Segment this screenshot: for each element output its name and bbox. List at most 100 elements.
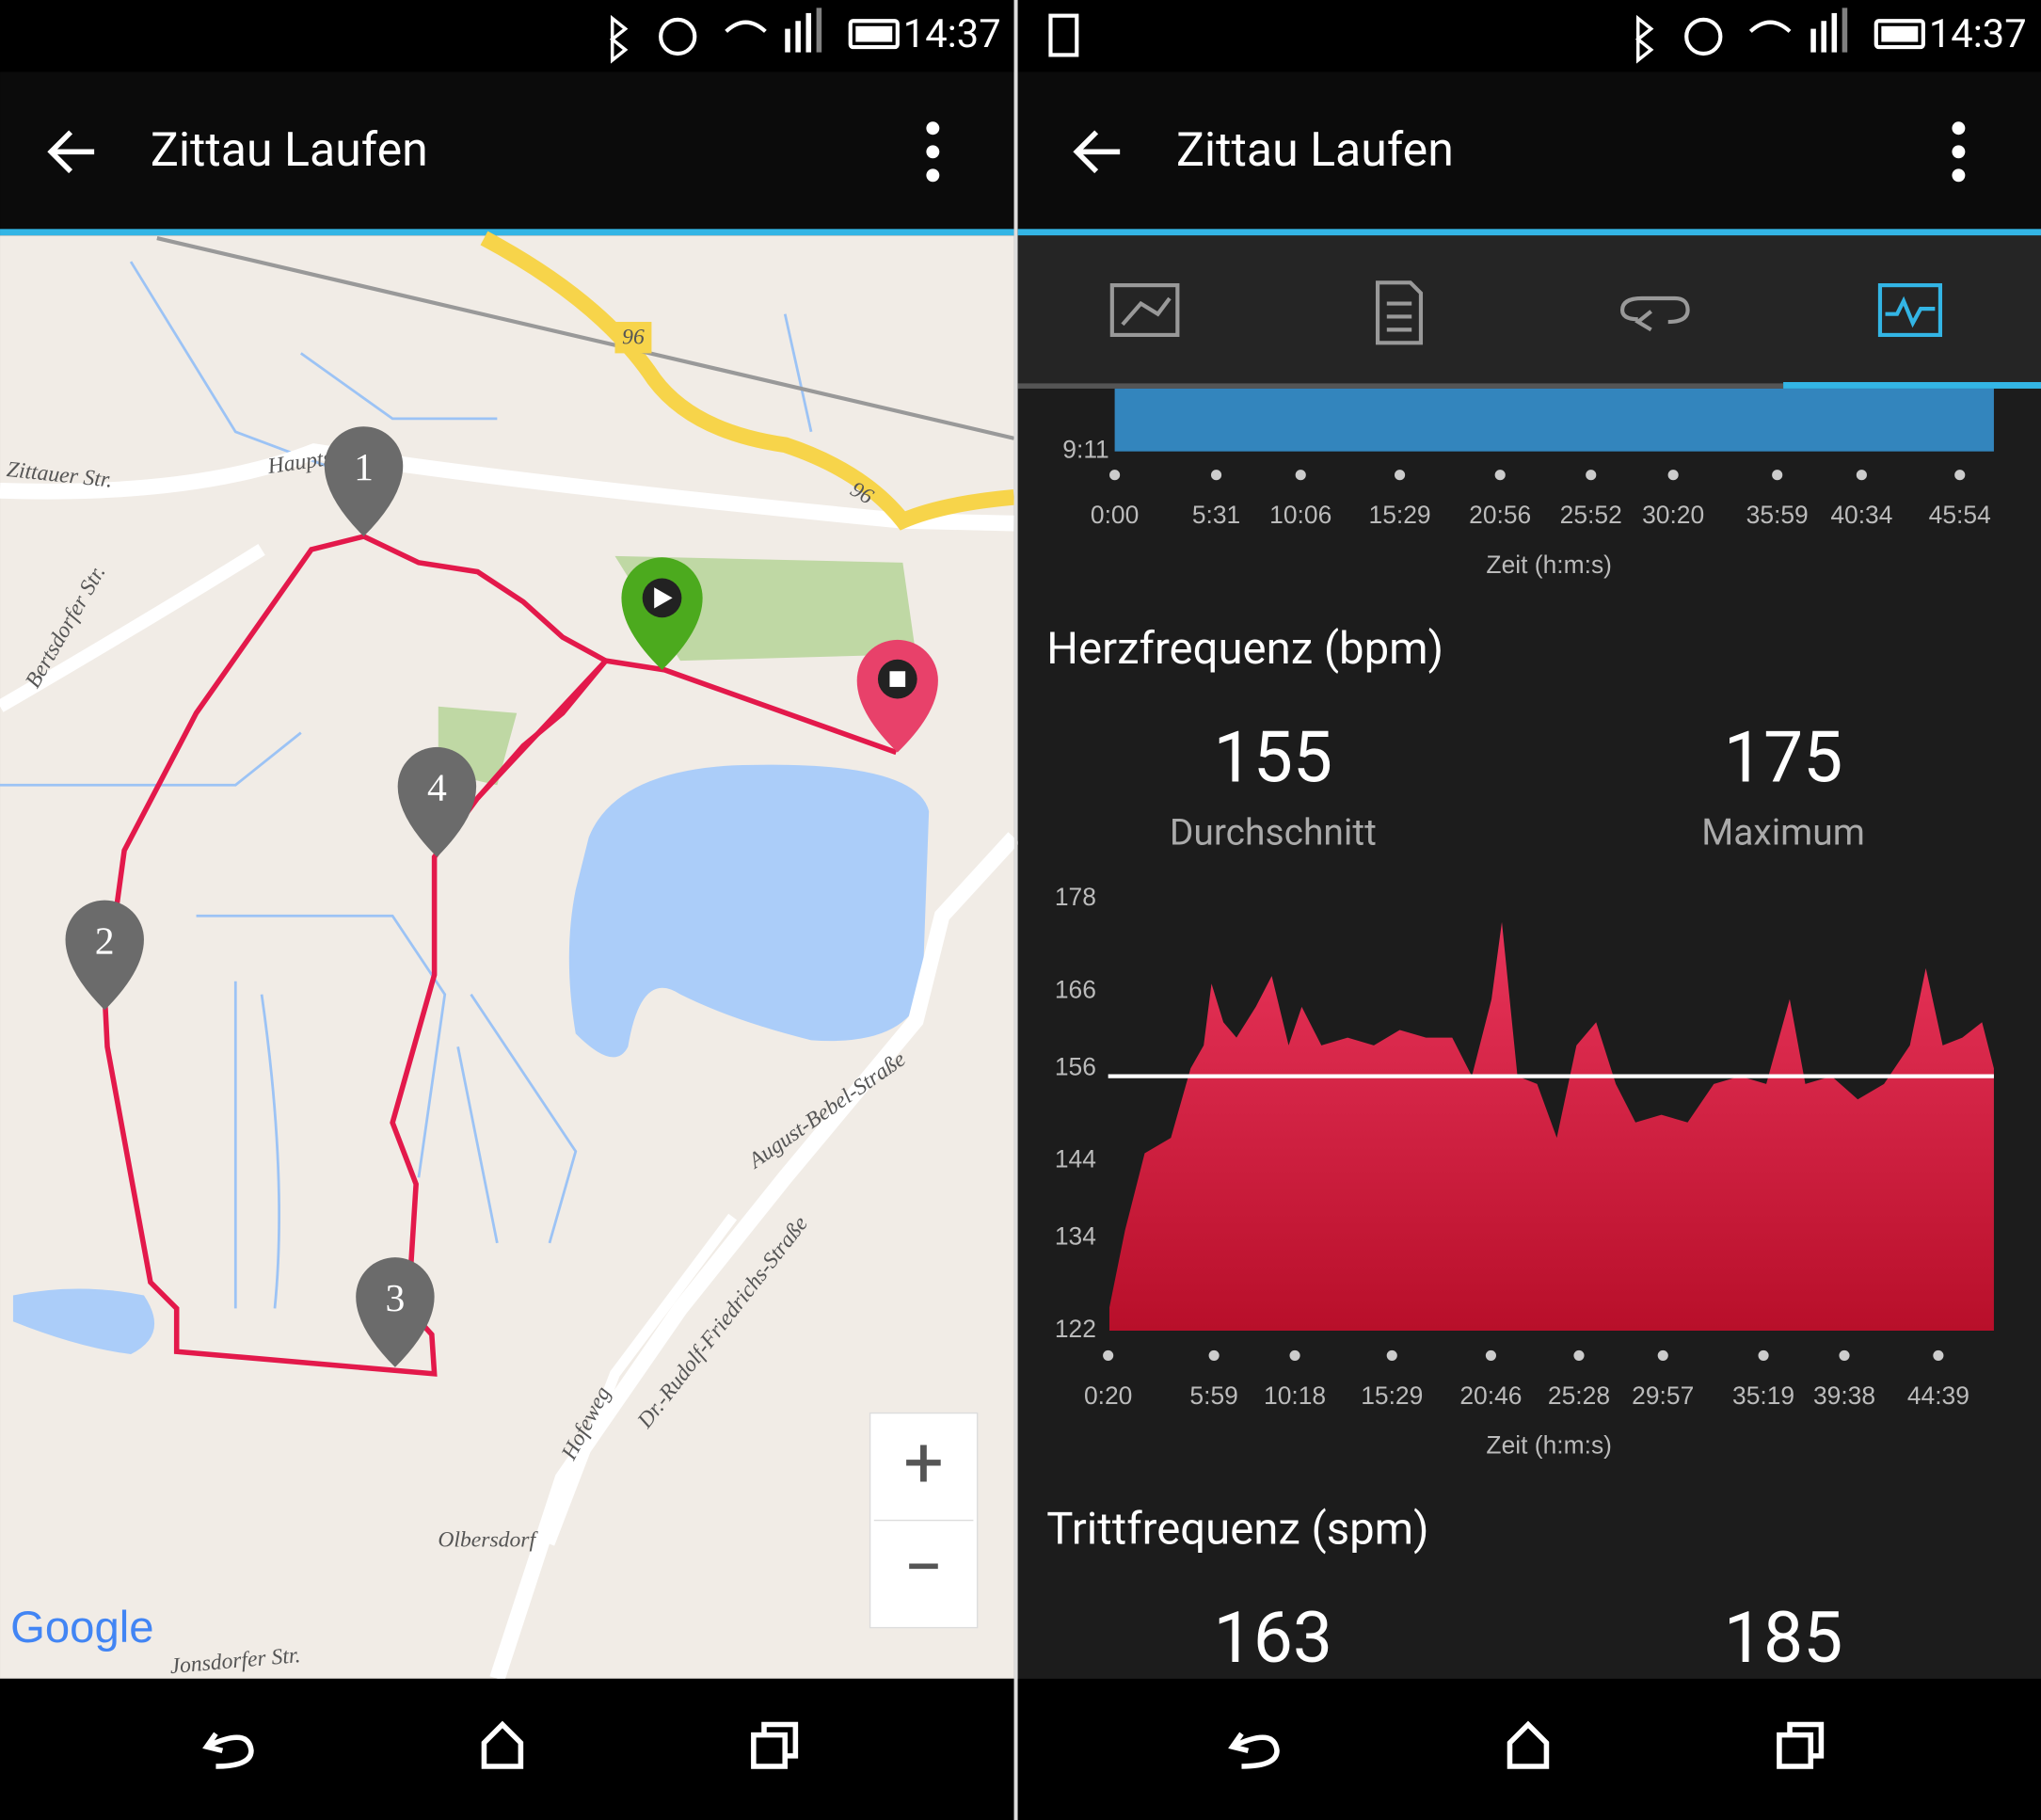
tab-map[interactable] bbox=[1109, 283, 1180, 338]
nav-bar bbox=[0, 1678, 1014, 1820]
left-screen: 14:37 Zittau Laufen Zittauer Str. Haupts… bbox=[0, 0, 1020, 1820]
tick-mark bbox=[1667, 470, 1679, 481]
maximum-value: 185 bbox=[1724, 1597, 1843, 1680]
app-bar bbox=[0, 72, 1014, 230]
tick-mark bbox=[1395, 470, 1406, 481]
lap-marker[interactable]: 1 bbox=[324, 426, 404, 537]
x-tick-label: 5:59 bbox=[1189, 1381, 1237, 1410]
tick-mark bbox=[1103, 1349, 1114, 1361]
status-icons bbox=[609, 8, 900, 64]
x-tick-label: 5:31 bbox=[1192, 501, 1240, 529]
lap-number: 2 bbox=[95, 919, 115, 963]
app-title: Zittau Laufen bbox=[1176, 123, 1454, 178]
x-tick-label: 45:54 bbox=[1929, 501, 1991, 529]
map: Zittauer Str. Hauptstr Bertsdorfer Str. … bbox=[0, 231, 1020, 1682]
status-icons bbox=[1048, 8, 1925, 64]
y-tick-label: 156 bbox=[1055, 1052, 1096, 1080]
nav-buttons[interactable] bbox=[202, 1720, 799, 1769]
average-value: 163 bbox=[1214, 1597, 1333, 1680]
tick-mark bbox=[1758, 1349, 1769, 1361]
x-tick-label: 29:57 bbox=[1632, 1381, 1694, 1410]
nav-bar bbox=[1017, 1678, 2041, 1820]
lap-marker[interactable]: 2 bbox=[65, 900, 144, 1011]
app-bar bbox=[1017, 72, 2041, 230]
tick-mark bbox=[1386, 1349, 1397, 1361]
section-title: Herzfrequenz (bpm) bbox=[1046, 622, 1443, 675]
lap-number: 1 bbox=[354, 446, 374, 489]
section-title: Trittfrequenz (spm) bbox=[1046, 1503, 1428, 1556]
lap-number: 3 bbox=[385, 1277, 405, 1320]
x-tick-label: 15:29 bbox=[1369, 501, 1431, 529]
tick-mark bbox=[1657, 1349, 1668, 1361]
attribution: Google bbox=[10, 1603, 153, 1652]
tab-indicator bbox=[1783, 381, 2041, 389]
x-tick-label: 25:52 bbox=[1560, 501, 1622, 529]
tick-mark bbox=[1586, 470, 1597, 481]
accent-line bbox=[0, 229, 1014, 236]
status-time: 14:37 bbox=[1929, 11, 2027, 57]
status-bar bbox=[1017, 0, 2041, 72]
x-tick-label: 25:28 bbox=[1548, 1381, 1610, 1410]
tab-laps[interactable] bbox=[1619, 295, 1690, 332]
lap-marker[interactable]: 3 bbox=[356, 1257, 435, 1367]
menu-button[interactable] bbox=[926, 121, 940, 183]
x-tick-label: 15:29 bbox=[1361, 1381, 1423, 1410]
right-screen: 14:37 Zittau Laufen 9:11 0:00 5:31 10:06 15:… bbox=[1017, 0, 2041, 1820]
menu-button[interactable] bbox=[1952, 121, 1966, 183]
pace-chart: 9:11 0:00 5:31 10:06 15:29 20:56 25:52 30:20 35:… bbox=[1062, 388, 1994, 579]
pace-area bbox=[1114, 388, 1994, 452]
maximum-value: 175 bbox=[1724, 716, 1843, 799]
y-tick-label: 144 bbox=[1055, 1145, 1096, 1173]
finish-marker[interactable] bbox=[856, 639, 938, 753]
x-tick-label: 35:59 bbox=[1746, 501, 1809, 529]
start-marker[interactable] bbox=[621, 557, 703, 670]
axis-title: Zeit (h:m:s) bbox=[1486, 1431, 1612, 1460]
divider bbox=[1013, 0, 1018, 1820]
tick-mark bbox=[1295, 470, 1306, 481]
x-tick-label: 39:38 bbox=[1813, 1381, 1875, 1410]
tick-mark bbox=[1573, 1349, 1585, 1361]
tick-mark bbox=[1485, 1349, 1496, 1361]
x-tick-label: 40:34 bbox=[1830, 501, 1892, 529]
x-tick-label: 30:20 bbox=[1642, 501, 1704, 529]
tick-mark bbox=[1289, 1349, 1300, 1361]
app-title: Zittau Laufen bbox=[151, 123, 428, 178]
tick-mark bbox=[1933, 1349, 1944, 1361]
tick-mark bbox=[1210, 470, 1222, 481]
heart-rate-chart: Herzfrequenz (bpm) 155 Durchschnitt 175 Maxi… bbox=[1046, 622, 1994, 1680]
lap-number: 4 bbox=[427, 767, 447, 810]
tab-bar bbox=[1017, 235, 2041, 384]
x-tick-label: 35:19 bbox=[1732, 1381, 1794, 1410]
axis-title: Zeit (h:m:s) bbox=[1486, 551, 1612, 579]
tick-mark bbox=[1856, 470, 1867, 481]
tab-details[interactable] bbox=[1375, 280, 1424, 345]
back-button[interactable] bbox=[47, 130, 95, 174]
tick-mark bbox=[1109, 470, 1121, 481]
y-tick-label: 178 bbox=[1055, 883, 1096, 911]
y-tick-label: 166 bbox=[1055, 975, 1096, 1003]
place-label: Olbersdorf bbox=[438, 1527, 538, 1552]
x-tick-label: 10:18 bbox=[1264, 1381, 1326, 1410]
tab-charts[interactable] bbox=[1877, 283, 1943, 338]
nav-buttons[interactable] bbox=[1228, 1720, 1825, 1769]
back-button[interactable] bbox=[1073, 130, 1121, 174]
tick-mark bbox=[1208, 1349, 1220, 1361]
x-tick-label: 0:20 bbox=[1084, 1381, 1132, 1410]
x-tick-label: 0:00 bbox=[1091, 501, 1139, 529]
status-time: 14:37 bbox=[903, 11, 1001, 57]
tick-mark bbox=[1494, 470, 1506, 481]
x-tick-label: 44:39 bbox=[1907, 1381, 1969, 1410]
tick-mark bbox=[1839, 1349, 1850, 1361]
maximum-label: Maximum bbox=[1701, 810, 1865, 854]
zoom-out[interactable]: − bbox=[903, 1526, 944, 1609]
lap-marker[interactable]: 4 bbox=[397, 746, 477, 857]
zoom-in[interactable]: + bbox=[903, 1422, 944, 1505]
y-tick-label: 122 bbox=[1055, 1315, 1096, 1343]
road-number: 96 bbox=[622, 326, 645, 350]
y-tick-label: 9:11 bbox=[1062, 436, 1108, 464]
tick-mark bbox=[1772, 470, 1783, 481]
tab-track bbox=[1017, 383, 1784, 389]
x-tick-label: 10:06 bbox=[1269, 501, 1331, 529]
average-label: Durchschnitt bbox=[1170, 810, 1377, 854]
